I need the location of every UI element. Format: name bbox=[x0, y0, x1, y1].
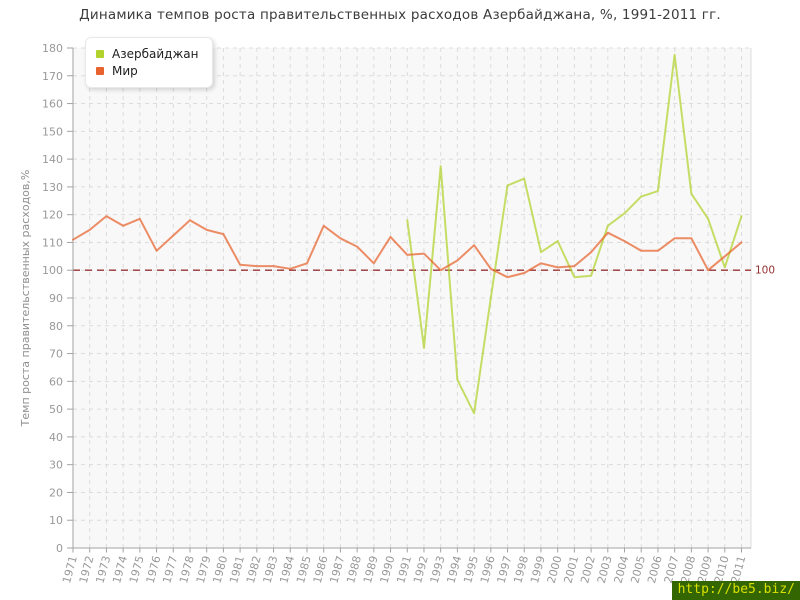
legend-item-world: Мир bbox=[96, 64, 198, 78]
y-tick-label: 60 bbox=[49, 375, 63, 388]
axis-ticks bbox=[67, 47, 742, 553]
series-line-world bbox=[72, 215, 743, 279]
y-tick-label: 80 bbox=[49, 320, 63, 333]
legend-label-world: Мир bbox=[112, 64, 138, 78]
y-tick-label: 170 bbox=[42, 70, 63, 83]
y-axis-title: Темп роста правительственных расходов,% bbox=[19, 170, 32, 428]
y-tick-label: 180 bbox=[42, 42, 63, 55]
y-tick-label: 130 bbox=[42, 181, 63, 194]
reference-line-label: 100 bbox=[755, 265, 775, 277]
y-tick-label: 70 bbox=[49, 348, 63, 361]
chart-title: Динамика темпов роста правительственных … bbox=[79, 7, 721, 23]
y-tick-label: 100 bbox=[42, 264, 63, 277]
legend-swatch-world bbox=[96, 67, 104, 75]
y-tick-label: 140 bbox=[42, 153, 63, 166]
y-tick-label: 150 bbox=[42, 125, 63, 138]
series-line-azerbaijan bbox=[406, 53, 743, 415]
y-tick-label: 0 bbox=[56, 542, 63, 555]
axis-tick-labels: 0 10 20 30 40 50 60 70 80 90 100 110 120 130 140 150 160… bbox=[42, 42, 748, 585]
y-tick-label: 160 bbox=[42, 98, 63, 111]
y-tick-label: 50 bbox=[49, 403, 63, 416]
y-tick-label: 20 bbox=[49, 486, 63, 499]
y-tick-label: 40 bbox=[49, 431, 63, 444]
watermark: http://be5.biz/ bbox=[671, 581, 800, 600]
y-tick-label: 30 bbox=[49, 459, 63, 472]
legend-label-azerbaijan: Азербайджан bbox=[112, 47, 199, 61]
legend: Азербайджан Мир bbox=[85, 37, 214, 88]
y-tick-label: 110 bbox=[42, 236, 63, 249]
legend-swatch-azerbaijan bbox=[96, 50, 104, 58]
y-tick-label: 10 bbox=[49, 514, 63, 527]
y-tick-label: 120 bbox=[42, 209, 63, 222]
legend-item-azerbaijan: Азербайджан bbox=[96, 47, 198, 61]
y-tick-label: 90 bbox=[49, 292, 63, 305]
